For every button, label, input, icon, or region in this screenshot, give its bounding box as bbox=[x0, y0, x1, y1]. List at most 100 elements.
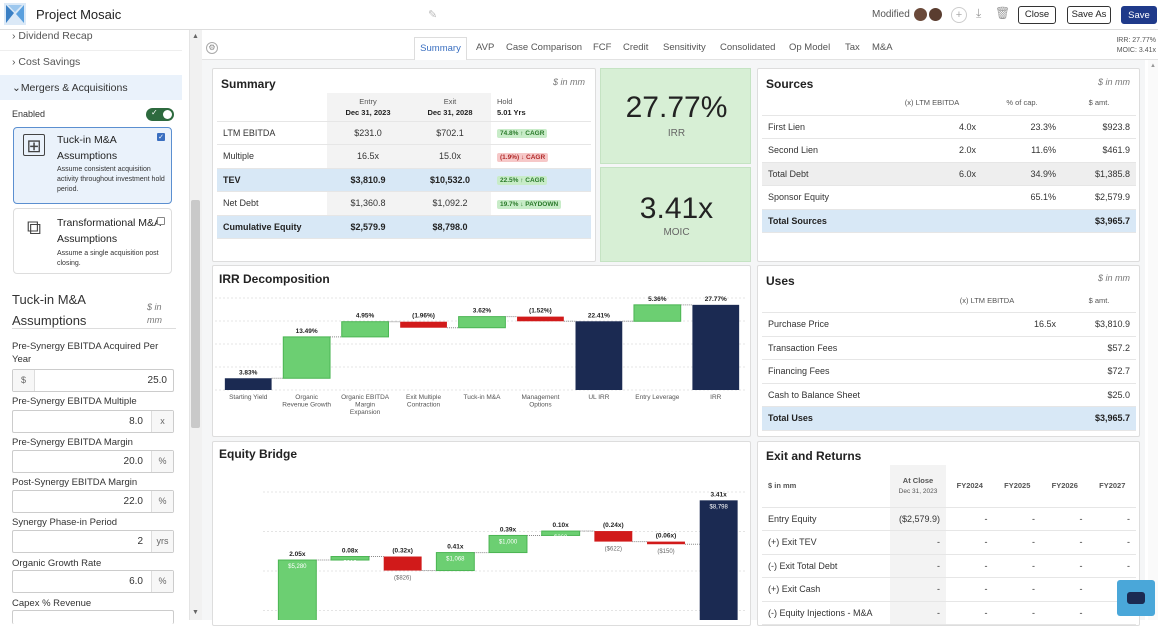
waterfall-bar bbox=[594, 531, 633, 542]
card-transformational-ma[interactable]: ⧉ Transformational M&A Assumptions Assum… bbox=[13, 208, 172, 274]
close-button[interactable]: Close bbox=[1018, 6, 1056, 24]
card-title: Tuck-in M&A Assumptions bbox=[57, 134, 118, 162]
settings-icon[interactable]: ⚙ bbox=[206, 42, 218, 54]
x-tick-label: Tuck-in M&A bbox=[464, 394, 502, 401]
row-label: Multiple bbox=[217, 144, 327, 169]
section-mergers-acquisitions[interactable] bbox=[0, 75, 182, 100]
irr-decomp-title: IRR Decomposition bbox=[219, 272, 330, 286]
tab-sensitivity[interactable]: Sensitivity bbox=[663, 42, 706, 53]
col-header: 5.01 Yrs bbox=[497, 107, 526, 117]
col-header: Dec 31, 2023 bbox=[898, 487, 938, 495]
trash-icon[interactable]: 🗑 bbox=[995, 6, 1011, 20]
transformational-checkbox[interactable] bbox=[157, 217, 165, 225]
scroll-down-icon[interactable]: ▼ bbox=[192, 609, 199, 616]
tab-fcf[interactable]: FCF bbox=[593, 42, 612, 53]
field-label: Capex % Revenue bbox=[12, 598, 92, 609]
row-label: Sponsor Equity bbox=[762, 185, 882, 210]
post-synergy-margin-input[interactable]: 22.0% bbox=[12, 490, 174, 513]
tab-tax[interactable]: Tax bbox=[845, 42, 860, 53]
app-logo-icon bbox=[4, 3, 26, 25]
waterfall-bar bbox=[277, 559, 317, 620]
cagr-badge: 74.8% ↑ CAGR bbox=[497, 129, 548, 139]
section-cost-savings[interactable]: › Cost Savings bbox=[12, 56, 81, 68]
waterfall-bar bbox=[400, 321, 447, 328]
col-header: (x) LTM EBITDA bbox=[882, 91, 982, 116]
tab-consolidated[interactable]: Consolidated bbox=[720, 42, 776, 53]
tab-avp[interactable]: AVP bbox=[476, 42, 495, 53]
waterfall-bar bbox=[488, 534, 528, 554]
card-title: Transformational M&A Assumptions bbox=[57, 217, 161, 245]
scroll-up-icon[interactable]: ▲ bbox=[1150, 63, 1156, 69]
cell: - bbox=[1041, 601, 1089, 625]
ebitda-multiple-input[interactable]: 8.0 x bbox=[12, 410, 174, 433]
field-value: 2 bbox=[137, 536, 143, 547]
row-label: Transaction Fees bbox=[762, 336, 912, 360]
project-title[interactable]: Project Mosaic bbox=[36, 7, 122, 22]
synergy-phase-input[interactable]: 2 yrs bbox=[12, 530, 174, 553]
scroll-up-icon[interactable]: ▲ bbox=[192, 33, 199, 40]
enabled-toggle[interactable]: ✓ bbox=[146, 108, 174, 121]
moic-kpi-box: 3.41x MOIC bbox=[600, 167, 751, 262]
summary-table: Entry Dec 31, 2023 Exit Dec 31, 2028 Hold 5… bbox=[217, 93, 591, 239]
col-header: Hold bbox=[497, 96, 513, 106]
cell: - bbox=[890, 554, 946, 578]
row-label: Second Lien bbox=[762, 138, 882, 163]
tab-credit[interactable]: Credit bbox=[623, 42, 649, 53]
table-row: Cumulative Equity $2,579.9 $8,798.0 bbox=[217, 215, 591, 239]
data-sublabel: ($826) bbox=[394, 576, 411, 582]
data-sublabel: $269 bbox=[554, 535, 568, 541]
avatar[interactable] bbox=[913, 7, 928, 22]
save-button[interactable]: Save bbox=[1121, 6, 1157, 24]
table-row: Total Debt 6.0x 34.9% $1,385.8 bbox=[762, 162, 1136, 186]
tab-case-comparison[interactable]: Case Comparison bbox=[506, 42, 583, 53]
x-tick-label: Options bbox=[529, 402, 552, 409]
field-suffix: x bbox=[151, 411, 173, 432]
row-label: Total Debt bbox=[762, 162, 882, 186]
sources-table: (x) LTM EBITDA% of cap. $ amt. First Lien… bbox=[762, 91, 1136, 233]
sidebar-scroll-thumb[interactable] bbox=[191, 200, 200, 428]
paydown-badge: 19.7% ↓ PAYDOWN bbox=[497, 199, 562, 209]
cell: - bbox=[890, 577, 946, 602]
field-label: Pre-Synergy EBITDA Margin bbox=[12, 437, 133, 448]
section-dividend-recap[interactable]: › Dividend Recap bbox=[12, 30, 93, 42]
cagr-badge: (1.9%) ↓ CAGR bbox=[497, 152, 549, 162]
data-label: 3.83% bbox=[239, 369, 258, 376]
field-label: Post-Synergy EBITDA Margin bbox=[12, 477, 138, 488]
cell: - bbox=[1041, 530, 1089, 555]
section-ma-header[interactable]: ⌄Mergers & Acquisitions bbox=[12, 82, 128, 94]
tab-ma[interactable]: M&A bbox=[872, 42, 893, 53]
data-label: 22.41% bbox=[588, 312, 610, 319]
data-label: 0.39x bbox=[500, 526, 517, 533]
col-header: $ amt. bbox=[1062, 289, 1136, 313]
row-label: Total Sources bbox=[762, 209, 882, 233]
irr-kpi-box: 27.77% IRR bbox=[600, 68, 751, 164]
data-sublabel: ($622) bbox=[605, 547, 622, 553]
cell: 4.0x bbox=[882, 115, 982, 139]
organic-growth-input[interactable]: 6.0% bbox=[12, 570, 174, 593]
edit-title-icon[interactable]: ✎ bbox=[428, 9, 438, 21]
card-tuckin-ma[interactable]: ⊞ Tuck-in M&A Assumptions Assume consist… bbox=[13, 127, 172, 204]
col-header: Dec 31, 2028 bbox=[427, 107, 473, 117]
data-label: 2.05x bbox=[289, 551, 306, 558]
add-collaborator-icon[interactable]: + bbox=[951, 7, 967, 23]
avatar[interactable] bbox=[928, 7, 943, 22]
main-scrollbar[interactable] bbox=[1148, 60, 1158, 620]
sources-title: Sources bbox=[766, 77, 814, 91]
capex-input[interactable] bbox=[12, 610, 174, 624]
tab-op-model[interactable]: Op Model bbox=[789, 42, 831, 53]
field-suffix: % bbox=[151, 451, 173, 472]
tab-summary[interactable]: Summary bbox=[414, 37, 467, 61]
data-sublabel: $5,280 bbox=[288, 564, 307, 570]
tuckin-checkbox[interactable]: ✓ bbox=[157, 133, 165, 141]
pre-synergy-margin-input[interactable]: 20.0% bbox=[12, 450, 174, 473]
x-tick-label: Starting Yield bbox=[229, 394, 268, 401]
cell: $1,092.2 bbox=[409, 191, 491, 216]
ebitda-acquired-input[interactable]: $25.0 bbox=[12, 369, 174, 392]
cell: 34.9% bbox=[982, 162, 1062, 186]
cell: - bbox=[993, 577, 1041, 602]
cell bbox=[882, 185, 982, 210]
save-as-button[interactable]: Save As bbox=[1067, 6, 1111, 24]
exit-returns-table: $ in mm At Close Dec 31, 2023 FY2024 FY20… bbox=[762, 465, 1136, 625]
chat-button[interactable] bbox=[1117, 580, 1155, 616]
download-icon[interactable]: ⤓ bbox=[976, 6, 982, 20]
